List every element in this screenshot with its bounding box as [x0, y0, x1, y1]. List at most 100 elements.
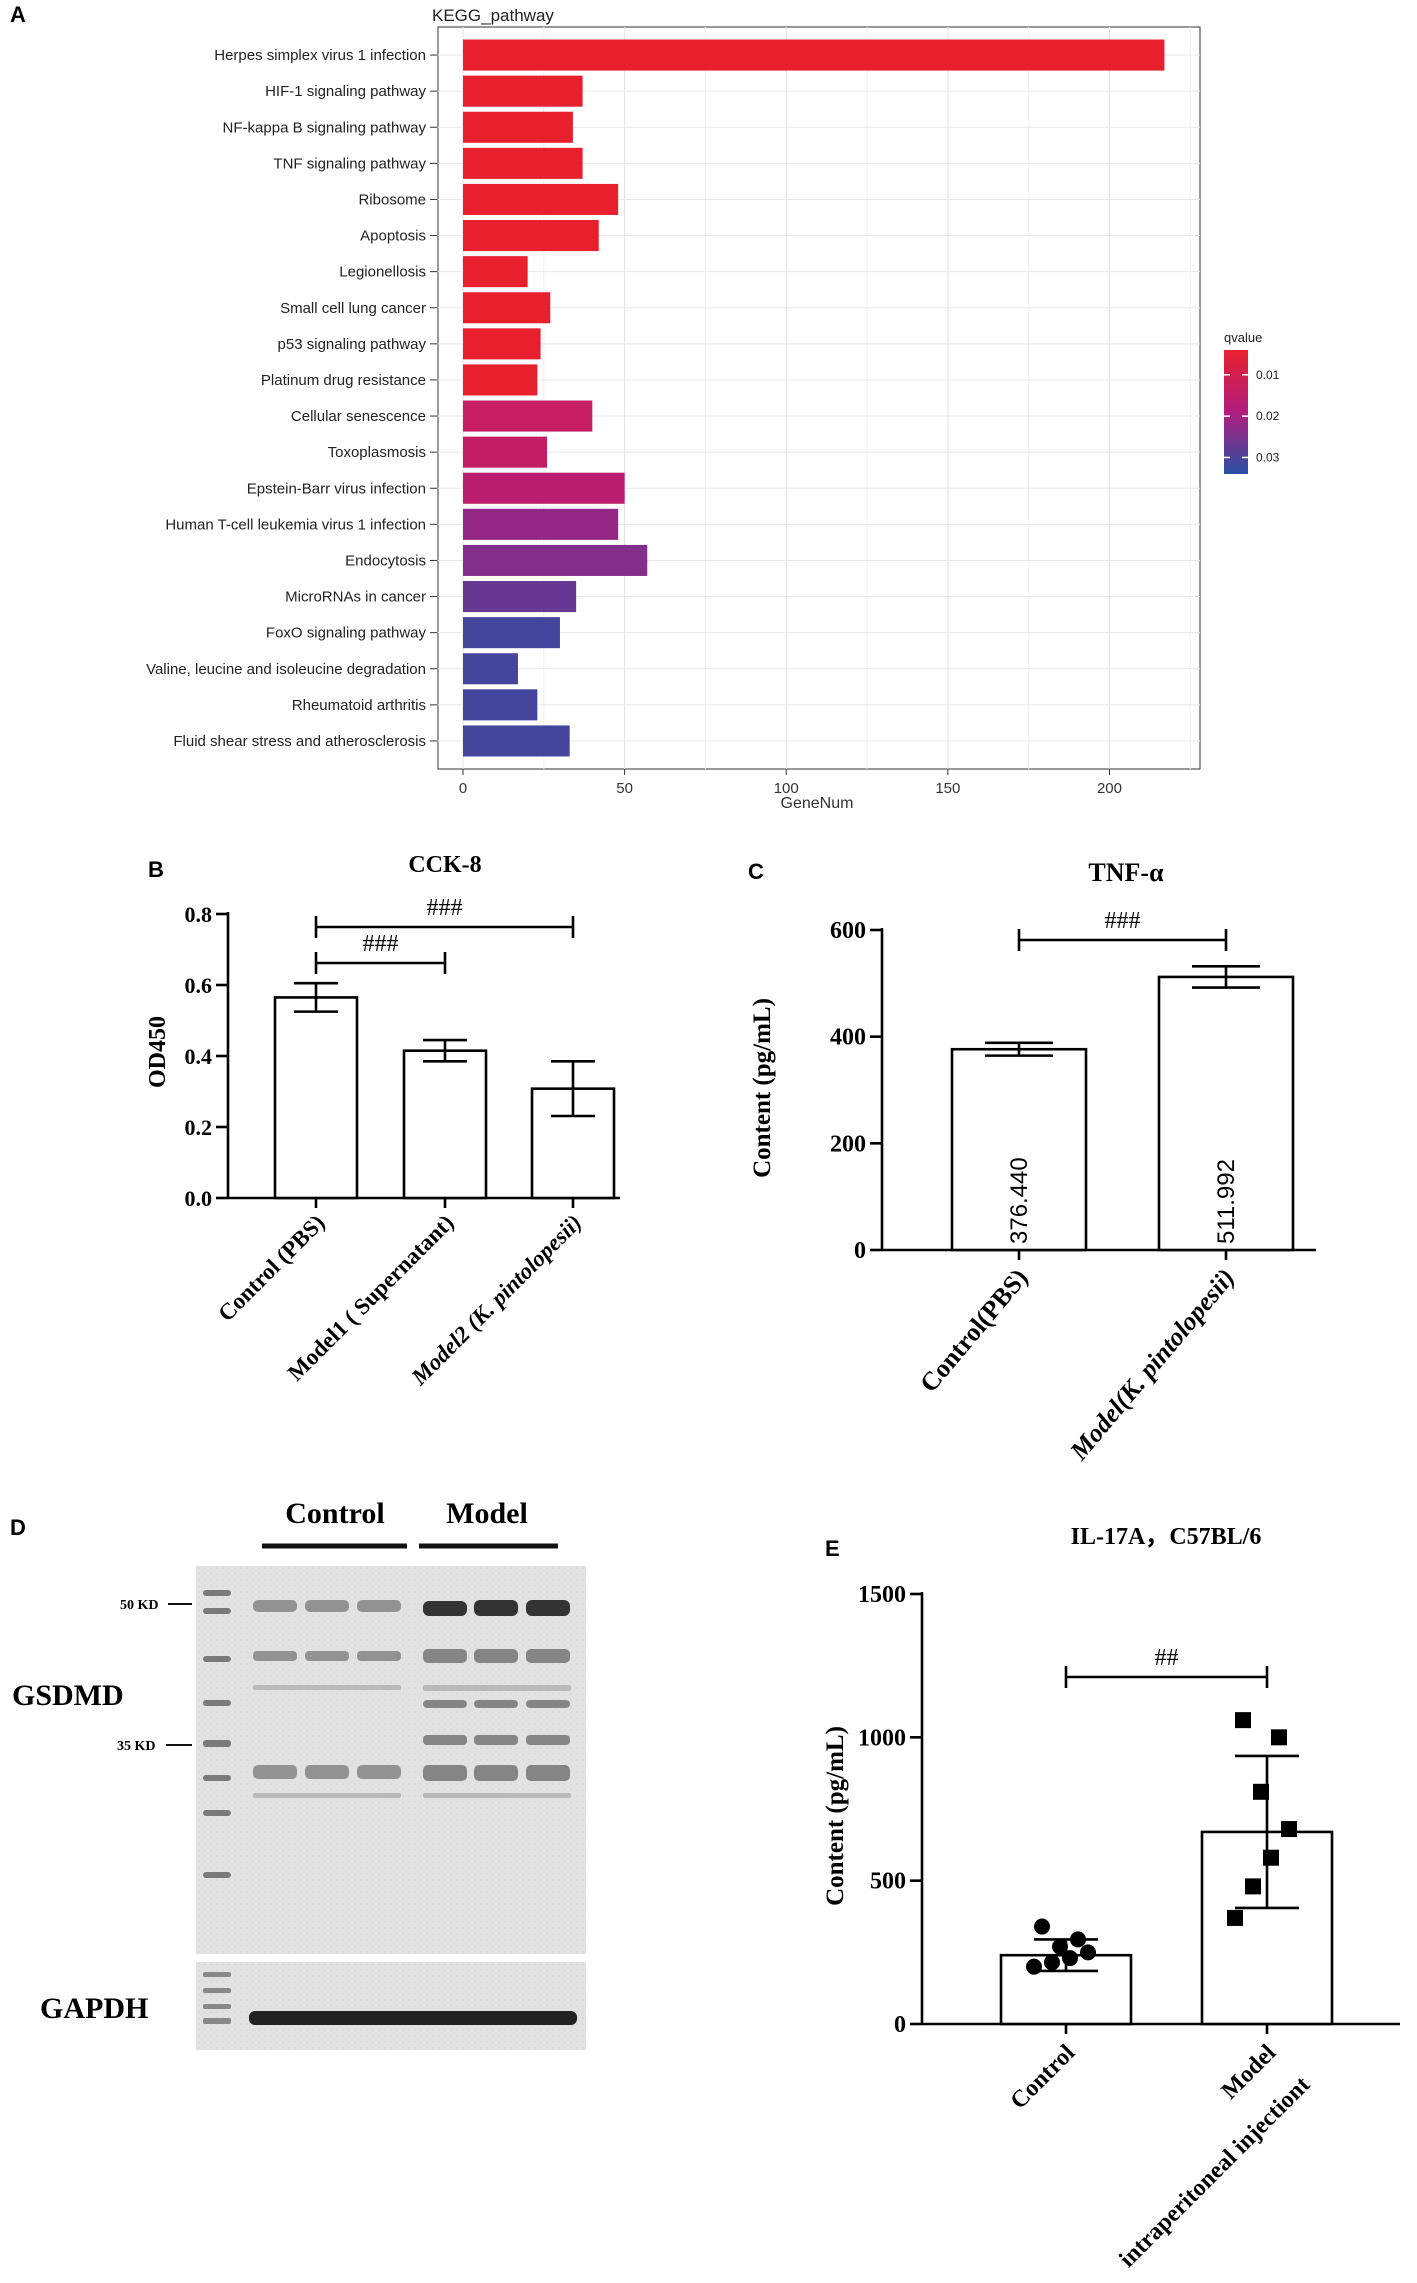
y-axis-label-e: Content (pg/mL) [822, 1726, 849, 1906]
category-label-a: Rheumatoid arthritis [292, 697, 426, 714]
y-tick-label: 0.6 [185, 973, 213, 998]
data-point-square [1281, 1821, 1297, 1838]
bar-a [463, 689, 538, 721]
bar-a [463, 328, 541, 360]
y-tick-label: 0.8 [185, 902, 213, 927]
category-label-a: MicroRNAs in cancer [285, 589, 426, 606]
legend-tick-label-a: 0.02 [1256, 409, 1280, 423]
bar-a [463, 39, 1165, 71]
category-label-a: Human T-cell leukemia virus 1 infection [165, 516, 426, 533]
category-label-a: Platinum drug resistance [261, 372, 426, 389]
gsdmd-blot [196, 1566, 586, 1954]
bar-a [463, 364, 538, 396]
bar-a [463, 220, 599, 252]
category-label: Control [1006, 2040, 1081, 2115]
category-label-a: Cellular senescence [291, 408, 426, 425]
bar-a [463, 111, 573, 143]
x-ticks-a: 0 50 100 150 200 [459, 769, 1122, 797]
category-label-a: TNF signaling pathway [273, 155, 426, 172]
bar-a [463, 75, 583, 107]
legend-colorbar-a [1224, 350, 1248, 474]
chart-title-e: IL-17A，C57BL/6 [1071, 1524, 1262, 1550]
chart-title-a: KEGG_pathway [432, 6, 554, 25]
bars-a [463, 39, 1165, 757]
blot-marker-50kd: 50 KD [120, 1598, 159, 1613]
category-label-a: p53 signaling pathway [278, 336, 427, 353]
panel-d: D Control Model GSDMD GAPDH 50 KD 35 KD [10, 1497, 586, 2050]
bar [273, 996, 359, 1200]
x-tick-label-a: 150 [935, 780, 960, 797]
data-point-circle [1070, 1931, 1086, 1948]
category-label-a: Endocytosis [345, 552, 426, 569]
bar-a [463, 581, 577, 613]
category-label-a: Legionellosis [339, 264, 426, 281]
blot-label-gapdh: GAPDH [40, 1992, 148, 2025]
category-label: Control(PBS) [914, 1263, 1033, 1397]
y-tick-label: 600 [830, 918, 866, 944]
y-axis-label-c: Content (pg/mL) [749, 998, 776, 1178]
x-tick-label-a: 50 [616, 780, 633, 797]
gapdh-blot [196, 1962, 586, 2050]
panel-label-a: A [10, 2, 26, 27]
y-tick-label: 400 [830, 1025, 866, 1051]
y-axis-label-b: OD450 [145, 1016, 171, 1088]
category-label-a: HIF-1 signaling pathway [265, 83, 426, 100]
category-label: intraperitoneal injectiont [1114, 2072, 1315, 2273]
category-label-a: Valine, leucine and isoleucine degradati… [146, 661, 426, 678]
bar-a [463, 256, 528, 288]
data-point-circle [1044, 1954, 1060, 1971]
x-tick-label-a: 0 [459, 780, 467, 797]
bar-a [463, 436, 548, 468]
bar-a [463, 292, 551, 324]
y-tick-label: 0 [854, 1238, 866, 1264]
y-tick-label: 1500 [858, 1582, 906, 1608]
panel-a: A KEGG_pathway Herpes simplex virus 1 in… [10, 2, 1280, 812]
significance-label: ### [427, 895, 463, 921]
x-axis-label-a: GeneNum [781, 795, 854, 812]
data-point-square [1271, 1729, 1287, 1746]
category-label-a: FoxO signaling pathway [266, 625, 427, 642]
blot-group-control: Control [285, 1497, 384, 1530]
y-tick-label: 0.0 [185, 1186, 213, 1211]
bar-a [463, 147, 583, 179]
panel-label-c: C [748, 859, 764, 884]
bar-a [463, 653, 518, 685]
bar-a [463, 544, 648, 576]
bar-a [463, 617, 560, 649]
bar-a [463, 508, 619, 540]
data-point-square [1263, 1849, 1279, 1866]
panel-label-d: D [10, 1515, 26, 1540]
blot-group-model: Model [446, 1497, 528, 1530]
category-label-a: Small cell lung cancer [280, 300, 426, 317]
category-label: Control (PBS) [213, 1210, 329, 1326]
data-point-square [1245, 1878, 1261, 1895]
legend-tick-label-a: 0.03 [1256, 450, 1280, 464]
y-tick-label: 0.4 [185, 1044, 213, 1069]
y-tick-label: 500 [870, 1869, 906, 1895]
y-tick-label: 200 [830, 1131, 866, 1157]
category-label-a: Toxoplasmosis [328, 444, 426, 461]
data-point-circle [1026, 1958, 1042, 1975]
legend-a: qvalue 0.01 0.02 0.03 [1224, 330, 1280, 474]
legend-ticks-a: 0.01 0.02 0.03 [1224, 368, 1280, 464]
panel-label-e: E [825, 1536, 840, 1561]
category-label: Model(K. pintolopesii) [1064, 1263, 1241, 1466]
blot-marker-35kd: 35 KD [117, 1739, 156, 1754]
panel-label-b: B [148, 857, 164, 882]
value-label: 511.992 [1213, 1159, 1240, 1244]
y-tick-label: 0 [894, 2012, 906, 2038]
data-point-square [1235, 1712, 1251, 1729]
legend-title-a: qvalue [1224, 330, 1262, 345]
value-label: 376.440 [1006, 1157, 1033, 1244]
bar-a [463, 183, 619, 215]
bar-a [463, 725, 570, 757]
category-label-a: Apoptosis [360, 228, 426, 245]
data-point-circle [1080, 1944, 1096, 1961]
category-label-a: NF-kappa B signaling pathway [223, 119, 427, 136]
panel-c: C TNF-α Content (pg/mL) 0 200 400 600 376.44… [748, 858, 1316, 1466]
x-tick-label-a: 100 [774, 780, 799, 797]
category-label-a: Fluid shear stress and atherosclerosis [173, 733, 426, 750]
bar-a [463, 472, 625, 504]
legend-tick-label-a: 0.01 [1256, 368, 1280, 382]
